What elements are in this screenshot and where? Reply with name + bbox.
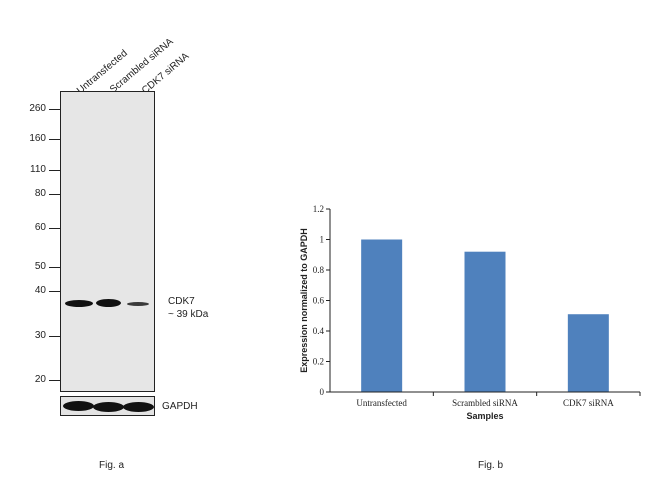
mw-marker-60: 60 <box>34 222 46 233</box>
y-tick-label: 1.2 <box>313 204 324 214</box>
x-axis-title: Samples <box>466 411 503 421</box>
mw-tick <box>49 194 60 195</box>
mw-tick <box>49 380 60 381</box>
mw-tick <box>49 291 60 292</box>
y-tick-label: 1 <box>320 235 325 245</box>
mw-marker-110: 110 <box>30 164 46 175</box>
mw-marker-260: 260 <box>29 103 46 114</box>
y-tick-label: 0.6 <box>313 296 325 306</box>
gapdh-band-scrambled <box>93 402 124 412</box>
x-tick-layer: Untransfected Scrambled siRNA CDK7 siRNA <box>356 392 641 408</box>
bar-cdk7-sirna <box>567 314 609 392</box>
figure-a-caption: Fig. a <box>99 460 125 471</box>
gapdh-band-sirna <box>123 402 154 412</box>
cdk7-band-scrambled <box>96 299 121 307</box>
bar-untransfected <box>361 239 403 392</box>
y-tick-label: 0.4 <box>313 326 325 336</box>
mw-marker-20: 20 <box>34 374 46 385</box>
bar-scrambled-sirna <box>464 251 506 392</box>
gapdh-band-untransfected <box>63 401 94 411</box>
mw-marker-30: 30 <box>34 330 46 341</box>
mw-tick <box>49 139 60 140</box>
y-tick-layer: 0 0.2 0.4 0.6 0.8 1 1.2 <box>313 204 330 397</box>
mw-marker-50: 50 <box>34 261 46 272</box>
loading-control-label: GAPDH <box>162 401 198 412</box>
mw-tick <box>49 109 60 110</box>
gapdh-blot <box>60 396 155 416</box>
mw-tick <box>49 336 60 337</box>
mw-tick <box>49 267 60 268</box>
target-protein-label: CDK7 <box>168 296 195 307</box>
x-tick-label: Scrambled siRNA <box>452 398 518 408</box>
mw-tick <box>49 228 60 229</box>
target-size-label: ~ 39 kDa <box>168 309 209 320</box>
cdk7-band-untransfected <box>65 300 93 307</box>
mw-tick <box>49 170 60 171</box>
mw-marker-40: 40 <box>34 285 46 296</box>
y-tick-label: 0.8 <box>313 265 325 275</box>
cdk7-band-sirna <box>127 302 149 306</box>
figure-b-caption: Fig. b <box>478 460 504 471</box>
mw-marker-80: 80 <box>34 188 46 199</box>
x-tick-label: Untransfected <box>356 398 407 408</box>
y-tick-label: 0 <box>320 387 325 397</box>
bar-layer <box>361 239 609 392</box>
y-tick-label: 0.2 <box>313 357 324 367</box>
mw-marker-160: 160 <box>29 133 46 144</box>
x-tick-label: CDK7 siRNA <box>563 398 614 408</box>
y-axis-title: Expression normalized to GAPDH <box>299 228 309 373</box>
blot-membrane <box>60 91 155 392</box>
